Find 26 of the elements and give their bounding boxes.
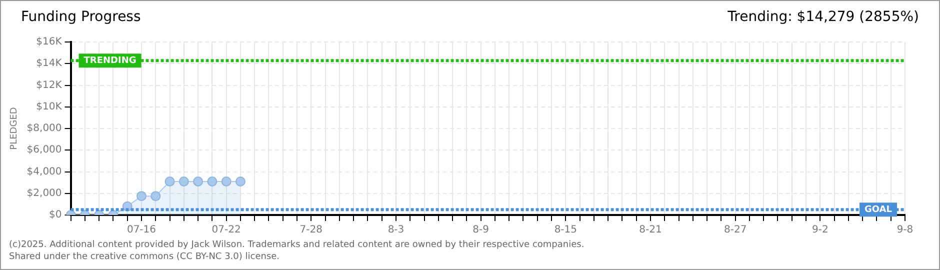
- y-tick-label: $4,000: [26, 166, 62, 178]
- chart-title: Funding Progress: [21, 9, 141, 27]
- x-tick-label: 8-15: [554, 224, 578, 236]
- x-tick-label: 7-28: [300, 224, 323, 236]
- ref-line-label: GOAL: [864, 204, 892, 215]
- y-tick-label: $6,000: [26, 144, 62, 156]
- ref-line-label: TRENDING: [84, 56, 136, 66]
- y-tick-label: $0: [49, 210, 62, 221]
- y-tick-label: $10K: [36, 101, 62, 112]
- y-tick-label: $2,000: [26, 188, 62, 199]
- text: Shared under the creative commons (CC BY-NC 3.0) license.: [9, 251, 281, 263]
- y-tick-label: $16K: [36, 36, 62, 48]
- x-tick-label: 07-16: [126, 224, 156, 236]
- x-tick-label: 9-2: [812, 224, 828, 236]
- x-tick-label: 9-8: [896, 224, 914, 236]
- x-tick-label: 8-9: [472, 224, 489, 236]
- x-tick-label: 8-27: [724, 224, 747, 236]
- text: (c)2025. Additional content provided by Jack Wilson. Trademarks and related content are owned by their respective companies.: [9, 239, 586, 251]
- y-tick-label: $12K: [36, 80, 62, 91]
- text: Trending: $14,279 (2855%): [728, 9, 919, 27]
- y-axis-title: PLEDGED: [10, 107, 20, 150]
- y-tick-label: $14K: [36, 58, 62, 70]
- y-tick-label: $8,000: [26, 123, 62, 134]
- x-tick-label: 8-3: [388, 224, 404, 236]
- x-tick-label: 8-21: [639, 224, 662, 236]
- x-tick-label: 07-22: [212, 224, 241, 236]
